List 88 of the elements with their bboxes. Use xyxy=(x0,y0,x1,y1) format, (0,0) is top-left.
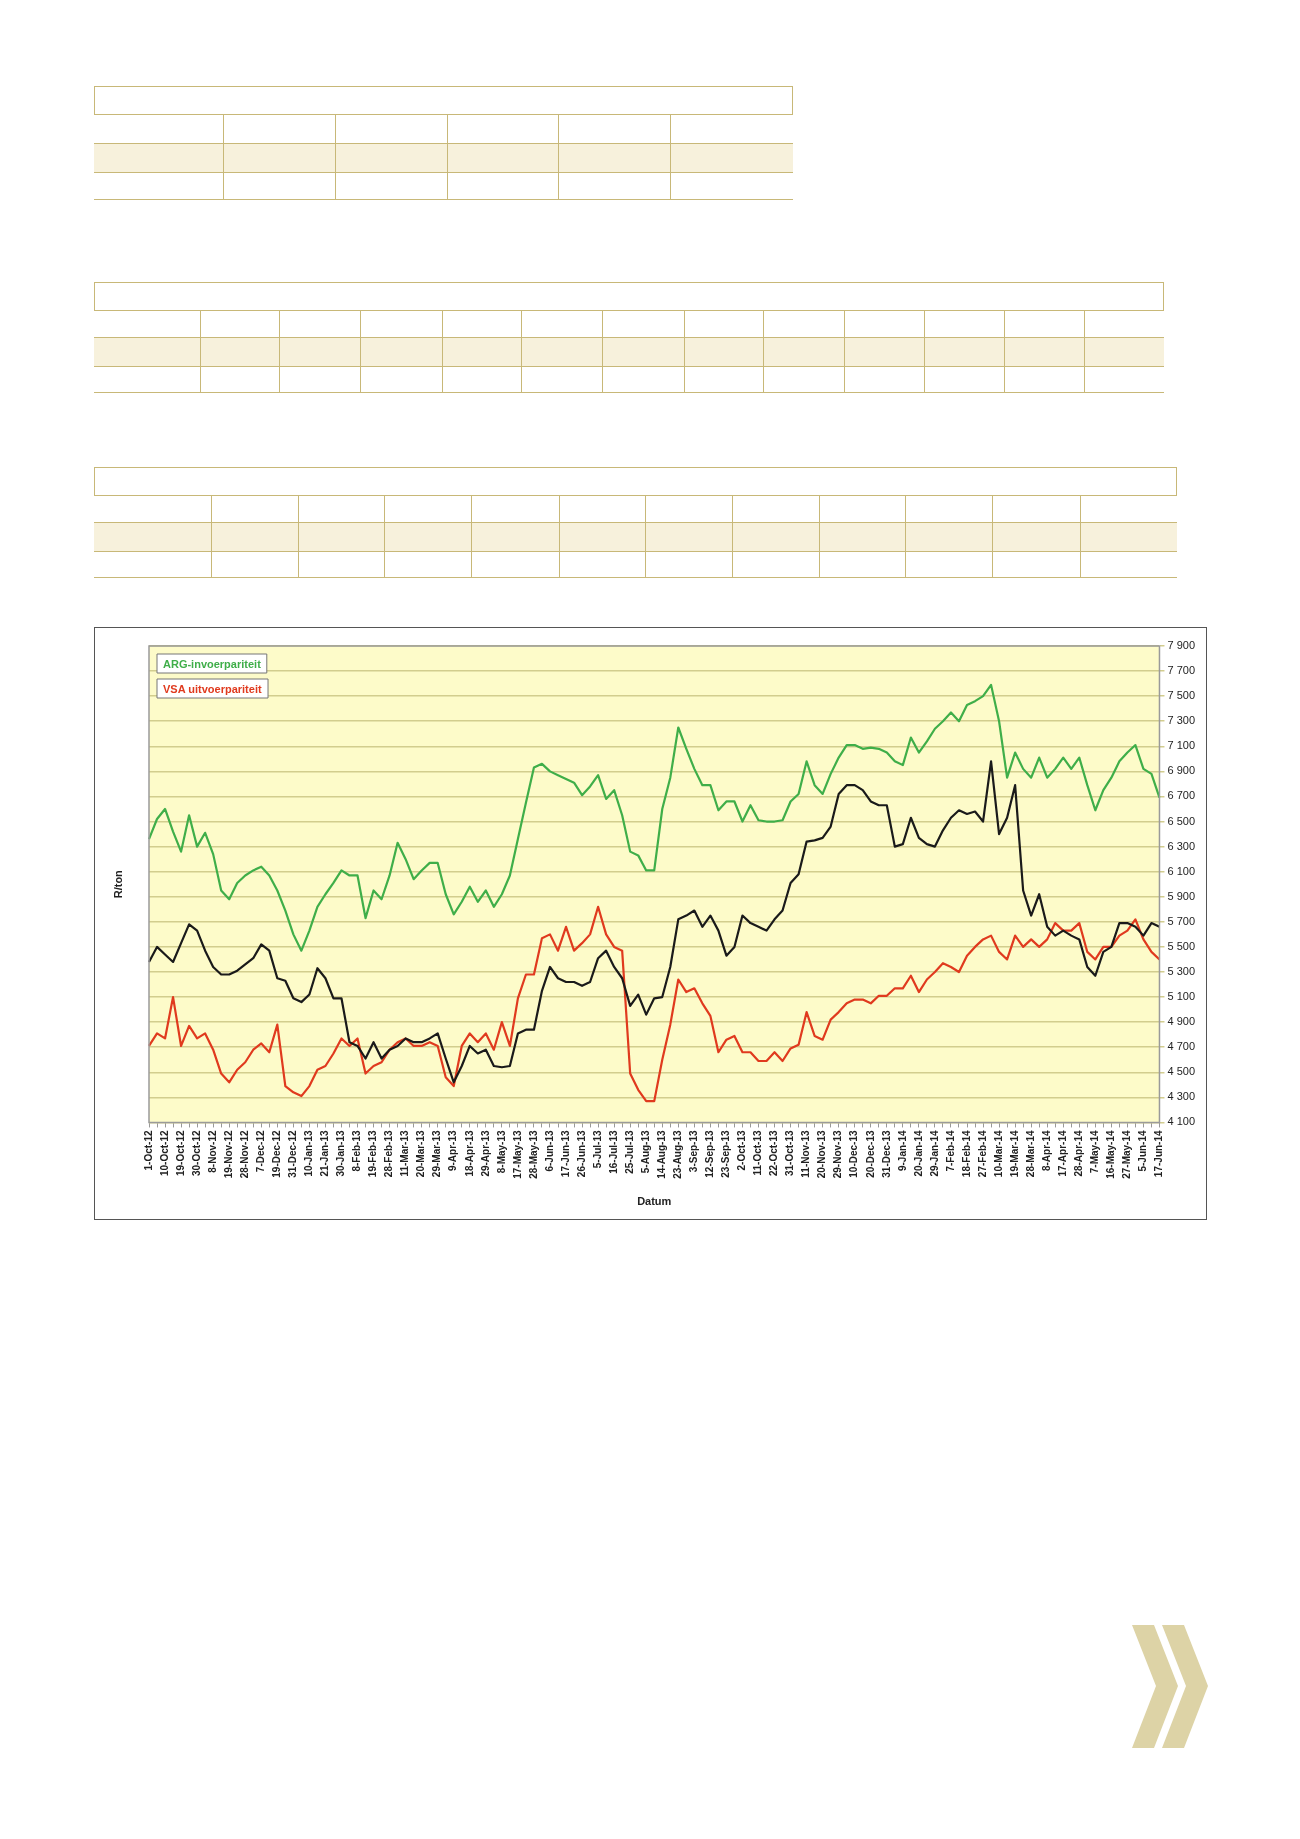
x-tick-label: 17-Apr-14 xyxy=(1056,1130,1068,1177)
x-tick-label: 18-Feb-14 xyxy=(960,1130,972,1178)
x-tick-label: 28-May-13 xyxy=(527,1130,539,1179)
x-tick-label: 20-Dec-13 xyxy=(864,1130,876,1178)
text: ARG-invoerpariteit xyxy=(163,657,262,670)
x-tick-label: 29-Mar-13 xyxy=(431,1130,443,1178)
x-tick-label: 7-May-14 xyxy=(1089,1130,1101,1174)
y-tick-label: 7 300 xyxy=(1167,714,1195,727)
y-tick-label: 4 700 xyxy=(1167,1040,1195,1053)
y-tick-label: 5 900 xyxy=(1167,889,1195,902)
x-tick-label: 10-Dec-13 xyxy=(848,1130,860,1178)
y-tick-label: 7 100 xyxy=(1167,739,1195,752)
text: VSA uitvoerpariteit xyxy=(163,682,262,695)
x-tick-label: 31-Oct-13 xyxy=(784,1130,796,1177)
x-tick-label: 19-Oct-12 xyxy=(174,1130,186,1177)
x-tick-label: 20-Mar-13 xyxy=(415,1130,427,1178)
y-tick-label: 6 100 xyxy=(1167,864,1195,877)
x-tick-label: 17-May-13 xyxy=(511,1130,523,1179)
x-tick-label: 9-Apr-13 xyxy=(447,1130,459,1172)
x-tick-label: 18-Apr-13 xyxy=(463,1130,475,1177)
x-tick-label: 11-Nov-13 xyxy=(800,1130,812,1178)
x-tick-label: 10-Oct-12 xyxy=(158,1130,170,1177)
y-tick-label: 5 700 xyxy=(1167,914,1195,927)
x-tick-label: 17-Jun-14 xyxy=(1153,1130,1165,1178)
x-tick-label: 22-Oct-13 xyxy=(768,1130,780,1177)
x-tick-label: 6-Jun-13 xyxy=(543,1130,555,1172)
x-tick-label: 20-Jan-14 xyxy=(912,1130,924,1177)
x-tick-label: 20-Nov-13 xyxy=(816,1130,828,1179)
x-tick-label: 26-Jun-13 xyxy=(575,1130,587,1178)
x-tick-label: 29-Nov-13 xyxy=(832,1130,844,1179)
x-tick-label: 8-Feb-13 xyxy=(351,1130,363,1172)
x-tick-label: 30-Jan-13 xyxy=(335,1130,347,1177)
x-tick-label: 17-Jun-13 xyxy=(559,1130,571,1178)
x-tick-label: 28-Nov-12 xyxy=(238,1130,250,1179)
x-tick-label: 1-Oct-12 xyxy=(142,1130,154,1171)
x-tick-label: 31-Dec-12 xyxy=(287,1130,299,1178)
y-tick-label: 6 300 xyxy=(1167,839,1195,852)
x-tick-label: 11-Mar-13 xyxy=(399,1130,411,1177)
y-tick-label: 5 300 xyxy=(1167,965,1195,978)
x-tick-label: 8-Nov-12 xyxy=(206,1130,218,1173)
x-tick-label: 5-Jun-14 xyxy=(1137,1130,1149,1172)
y-tick-label: 5 500 xyxy=(1167,939,1195,952)
x-axis-title: Datum xyxy=(637,1195,672,1208)
y-tick-label: 6 500 xyxy=(1167,814,1195,827)
x-tick-label: 10-Jan-13 xyxy=(303,1130,315,1177)
y-tick-label: 4 100 xyxy=(1167,1115,1195,1128)
x-tick-label: 9-Jan-14 xyxy=(896,1130,908,1172)
x-tick-label: 7-Dec-12 xyxy=(255,1130,267,1173)
x-tick-label: 5-Jul-13 xyxy=(591,1130,603,1169)
x-tick-label: 12-Sep-13 xyxy=(704,1130,716,1178)
x-tick-label: 23-Sep-13 xyxy=(720,1130,732,1178)
x-tick-label: 28-Feb-13 xyxy=(383,1130,395,1178)
x-tick-label: 19-Nov-12 xyxy=(222,1130,234,1179)
y-tick-label: 5 100 xyxy=(1167,990,1195,1003)
x-tick-label: 11-Oct-13 xyxy=(752,1130,764,1176)
x-tick-label: 30-Oct-12 xyxy=(190,1130,202,1177)
x-tick-label: 14-Aug-13 xyxy=(656,1130,668,1179)
y-tick-label: 6 700 xyxy=(1167,789,1195,802)
x-tick-label: 21-Jan-13 xyxy=(319,1130,331,1177)
y-tick-label: 4 300 xyxy=(1167,1090,1195,1103)
y-tick-label: 4 500 xyxy=(1167,1065,1195,1078)
x-tick-label: 23-Aug-13 xyxy=(672,1130,684,1179)
y-tick-label: 7 500 xyxy=(1167,689,1195,702)
x-tick-label: 10-Mar-14 xyxy=(992,1130,1004,1178)
x-tick-label: 5-Aug-13 xyxy=(639,1130,651,1174)
x-tick-label: 29-Apr-13 xyxy=(479,1130,491,1177)
x-tick-label: 7-Feb-14 xyxy=(944,1130,956,1172)
x-tick-label: 19-Dec-12 xyxy=(271,1130,283,1178)
x-tick-label: 8-Apr-14 xyxy=(1040,1130,1052,1172)
x-tick-label: 28-Apr-14 xyxy=(1073,1130,1085,1177)
x-tick-label: 19-Mar-14 xyxy=(1008,1130,1020,1178)
x-tick-label: 2-Oct-13 xyxy=(736,1130,748,1171)
y-axis-title: R/ton xyxy=(112,869,125,899)
x-tick-label: 3-Sep-13 xyxy=(688,1130,700,1173)
x-tick-label: 31-Dec-13 xyxy=(880,1130,892,1178)
x-tick-label: 16-Jul-13 xyxy=(607,1130,619,1174)
x-tick-label: 25-Jul-13 xyxy=(623,1130,635,1174)
x-tick-label: 29-Jan-14 xyxy=(928,1130,940,1177)
y-tick-label: 6 900 xyxy=(1167,764,1195,777)
x-tick-label: 16-May-14 xyxy=(1105,1130,1117,1179)
x-tick-label: 27-May-14 xyxy=(1121,1130,1133,1179)
y-tick-label: 7 900 xyxy=(1167,639,1195,652)
x-tick-label: 27-Feb-14 xyxy=(976,1130,988,1178)
y-tick-label: 7 700 xyxy=(1167,664,1195,677)
y-tick-label: 4 900 xyxy=(1167,1015,1195,1028)
x-tick-label: 8-May-13 xyxy=(495,1130,507,1174)
x-tick-label: 19-Feb-13 xyxy=(367,1130,379,1178)
x-tick-label: 28-Mar-14 xyxy=(1024,1130,1036,1178)
